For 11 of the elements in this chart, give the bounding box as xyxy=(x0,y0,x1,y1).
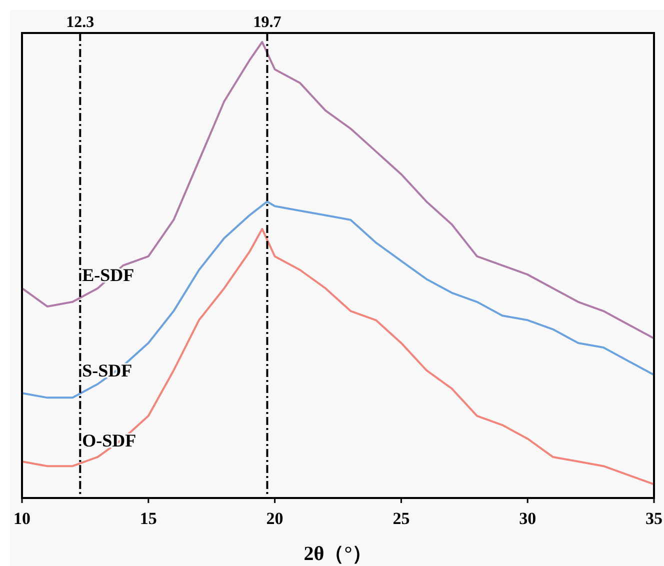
x-tick-label: 35 xyxy=(646,509,662,528)
x-tick-label: 10 xyxy=(14,509,30,528)
series-label: O-SDF xyxy=(82,430,136,450)
series-label: E-SDF xyxy=(82,264,134,285)
x-tick-label: 15 xyxy=(140,509,157,528)
x-tick-label: 20 xyxy=(266,509,284,528)
ref-line-label: 19.7 xyxy=(253,14,282,31)
x-tick-label: 25 xyxy=(392,509,410,528)
ref-line-label: 12.3 xyxy=(66,14,94,31)
x-tick-label: 30 xyxy=(519,509,536,528)
x-axis-title: 2θ（°） xyxy=(304,543,372,565)
